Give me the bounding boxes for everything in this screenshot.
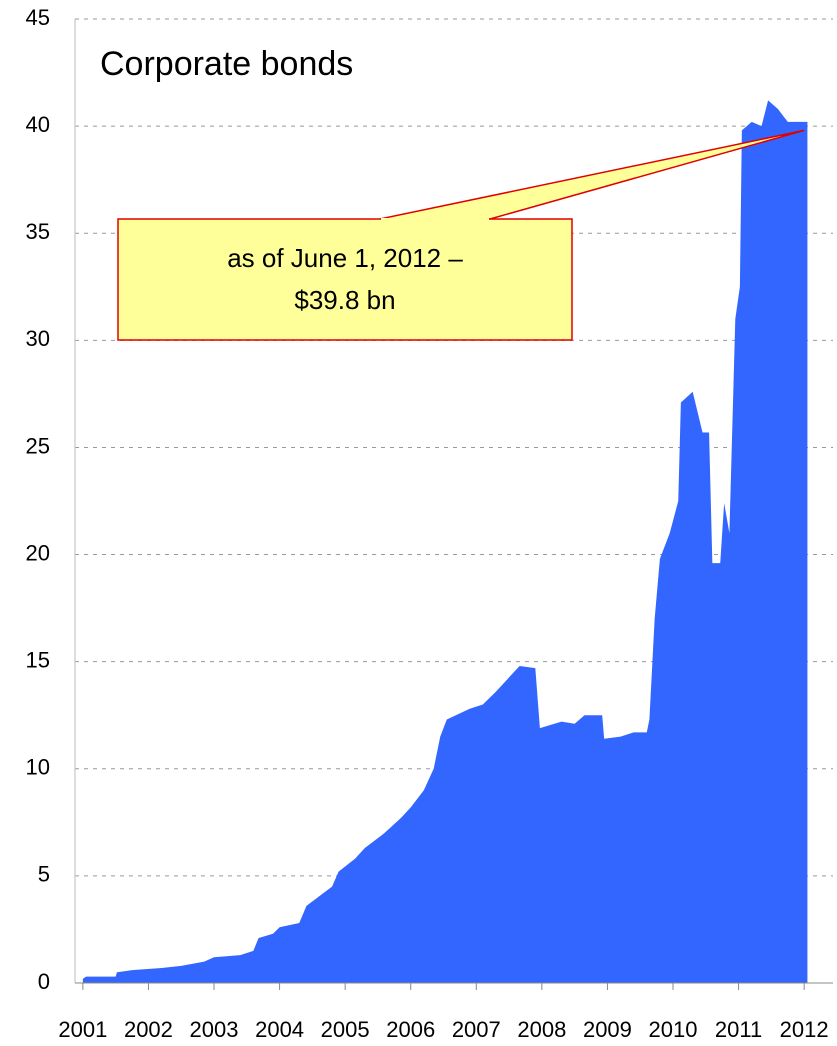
- y-tick-label: 45: [26, 5, 50, 30]
- x-tick-label: 2008: [517, 1017, 566, 1042]
- y-tick-label: 0: [38, 969, 50, 994]
- x-tick-label: 2012: [780, 1017, 829, 1042]
- y-tick-label: 35: [26, 219, 50, 244]
- y-tick-label: 30: [26, 326, 50, 351]
- x-tick-label: 2006: [386, 1017, 435, 1042]
- x-tick-label: 2003: [190, 1017, 239, 1042]
- y-tick-label: 40: [26, 112, 50, 137]
- x-tick-label: 2001: [58, 1017, 107, 1042]
- y-tick-label: 25: [26, 433, 50, 458]
- x-tick-label: 2010: [649, 1017, 698, 1042]
- x-tick-label: 2011: [715, 1017, 762, 1042]
- area: [82, 100, 808, 984]
- chart-title: Corporate bonds: [100, 45, 353, 83]
- x-tick-label: 2004: [255, 1017, 304, 1042]
- annotation-text: $39.8 bn: [294, 285, 395, 315]
- annotation-text: as of June 1, 2012 –: [227, 243, 463, 273]
- x-tick-label: 2002: [124, 1017, 173, 1042]
- callout-pointer: [379, 129, 805, 220]
- y-tick-label: 5: [38, 862, 50, 887]
- y-tick-label: 15: [26, 647, 50, 672]
- y-tick-label: 20: [26, 540, 50, 565]
- callout-box: [117, 218, 573, 341]
- y-tick-label: 10: [26, 755, 50, 780]
- x-tick-label: 2009: [583, 1017, 632, 1042]
- x-tick-label: 2005: [321, 1017, 370, 1042]
- x-tick-label: 2007: [452, 1017, 501, 1042]
